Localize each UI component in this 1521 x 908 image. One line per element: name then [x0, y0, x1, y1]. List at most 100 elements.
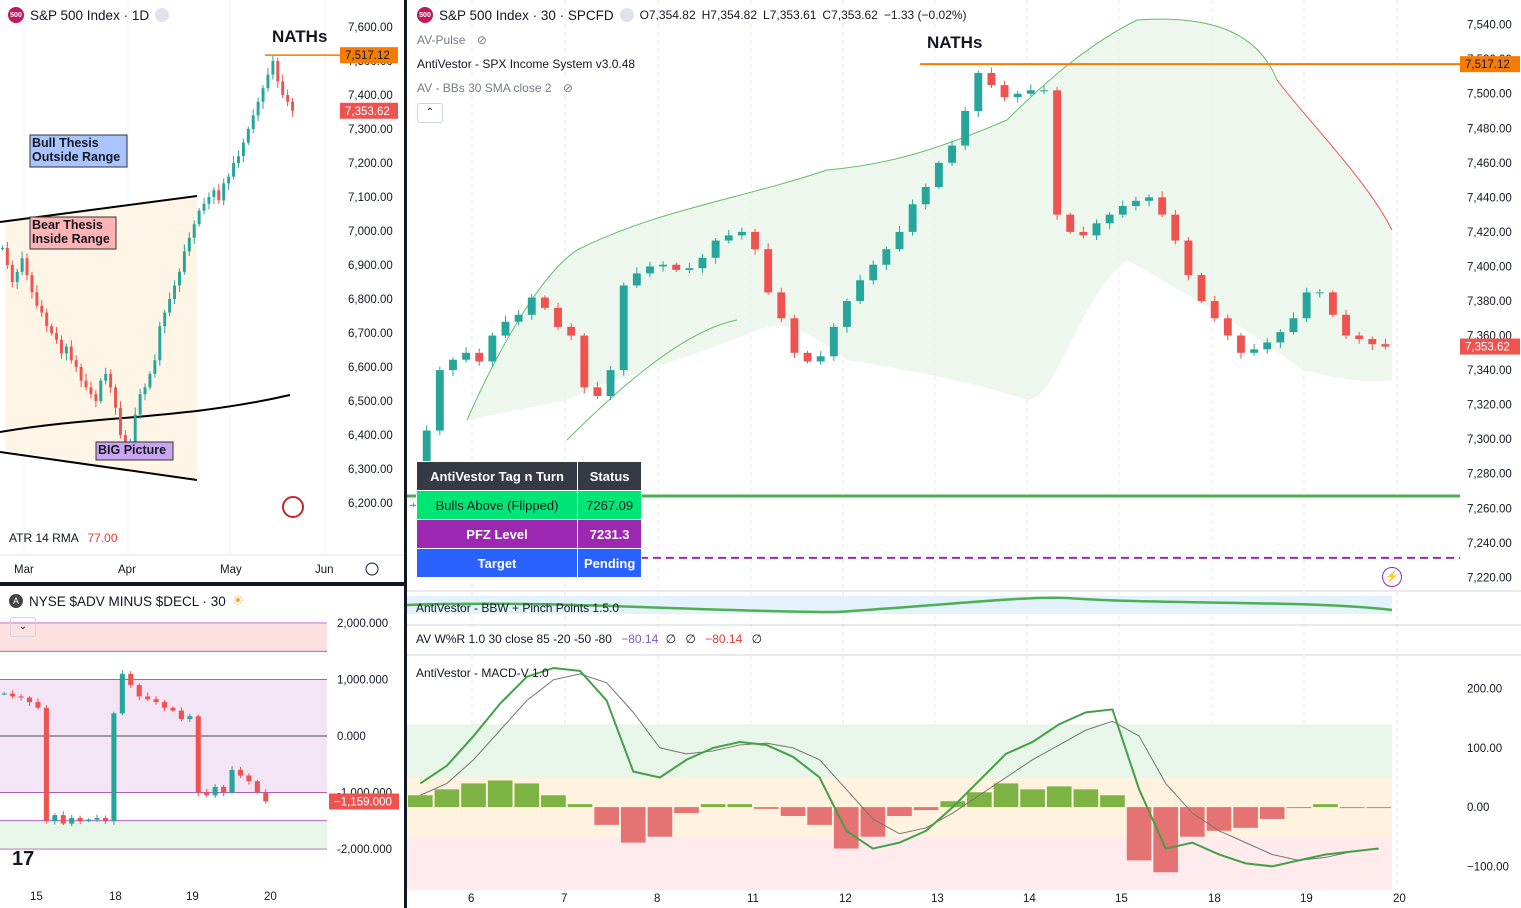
- daily-chart-pane[interactable]: NATHs7,600.007,500.007,400.007,300.007,2…: [0, 0, 403, 582]
- breadth-zone-bottom: [0, 820, 327, 850]
- more-icon[interactable]: [155, 8, 170, 22]
- us-flag-icon: [282, 496, 304, 518]
- spx-logo-icon: 500: [8, 7, 24, 23]
- thesis-box-label-bull: Bull Thesis: [32, 136, 99, 150]
- main-high-price-tag: [1460, 56, 1520, 73]
- daily-candle: [187, 237, 191, 252]
- bbw-indicator-label[interactable]: AntiVestor - BBW + Pinch Points 1.5.0: [416, 601, 620, 615]
- indicator-av-pulse[interactable]: AV-Pulse ⊘: [417, 33, 487, 47]
- daily-candle: [227, 176, 231, 184]
- pane-divider-horizontal[interactable]: [0, 582, 404, 586]
- daily-candle: [59, 339, 63, 354]
- daily-candle: [94, 394, 98, 401]
- indicator-income-system[interactable]: AntiVestor - SPX Income System v3.0.48: [417, 57, 635, 71]
- sun-icon: ☀: [231, 593, 244, 608]
- eye-off-icon[interactable]: ⊘: [476, 33, 487, 47]
- main-candle: [527, 297, 536, 315]
- main-y-tick: 7,340.00: [1467, 365, 1512, 377]
- lower-trendline: [0, 451, 198, 481]
- moving-average-line: [0, 394, 291, 433]
- main-candle: [724, 235, 733, 241]
- main-more-icon[interactable]: [619, 8, 634, 22]
- daily-y-tick: 7,000.00: [348, 226, 393, 238]
- main-chart-pane[interactable]: NATHs7,540.007,520.007,500.007,480.007,4…: [407, 0, 1521, 908]
- macd-zone-red: [407, 836, 1392, 890]
- main-candle: [1210, 301, 1219, 319]
- eye-off-icon[interactable]: ⊘: [562, 81, 573, 95]
- main-candle: [619, 285, 628, 371]
- daily-candle: [118, 407, 122, 435]
- daily-range-fill: [5, 195, 197, 480]
- macd-histogram-bar: [408, 795, 433, 808]
- main-y-tick: 7,420.00: [1467, 227, 1512, 239]
- daily-chart-svg[interactable]: NATHs7,600.007,500.007,400.007,300.007,2…: [0, 0, 403, 582]
- macd-histogram-bar: [1259, 807, 1285, 819]
- daily-y-tick: 6,900.00: [348, 260, 393, 272]
- daily-candle: [109, 373, 113, 388]
- daily-y-tick: 7,100.00: [348, 192, 393, 204]
- main-candle: [777, 292, 786, 319]
- macd-histogram-bar: [754, 807, 779, 809]
- macd-indicator-label[interactable]: AntiVestor - MACD-V 1.0: [416, 666, 549, 680]
- main-candle: [1079, 231, 1088, 236]
- daily-candle: [291, 101, 295, 111]
- indicator-income-system-label: AntiVestor - SPX Income System v3.0.48: [417, 57, 636, 71]
- daily-candle: [104, 373, 108, 381]
- main-high-price-tag-label: 7,517.12: [1465, 59, 1510, 71]
- daily-candle: [143, 387, 147, 395]
- macd-histogram-bar: [487, 780, 513, 808]
- macd-histogram-bar: [1153, 807, 1179, 873]
- breadth-x-tick: 20: [264, 891, 277, 903]
- main-x-tick: 18: [1208, 893, 1221, 905]
- main-candle: [764, 249, 773, 293]
- daily-candle: [55, 333, 59, 340]
- main-y-tick: 7,400.00: [1467, 261, 1512, 273]
- breadth-candle: [187, 716, 193, 720]
- main-candle: [1315, 292, 1324, 294]
- main-candle: [514, 314, 523, 322]
- lightning-icon[interactable]: ⚡: [1382, 567, 1402, 587]
- macd-zone-green: [407, 724, 1392, 778]
- breadth-chart-svg[interactable]: 2,000.0001,000.0000.000-1,000.000-2,000.…: [0, 586, 403, 908]
- collapse-indicators-button[interactable]: ⌃: [417, 103, 443, 123]
- main-candle: [816, 356, 825, 362]
- main-candle: [1237, 335, 1245, 353]
- main-candle: [475, 352, 484, 362]
- main-x-tick: 15: [1115, 893, 1128, 905]
- macd-histogram-bar: [514, 783, 540, 808]
- main-chart-header: 500 S&P 500 Index · 30 · SPCFD O7,354.82…: [417, 7, 967, 23]
- settings-icon: [365, 562, 379, 576]
- breadth-candle: [178, 710, 184, 720]
- indicator-bbs[interactable]: AV - BBs 30 SMA close 2 ⊘: [417, 81, 573, 95]
- breadth-candle: [102, 817, 108, 821]
- main-chart-svg[interactable]: NATHs7,540.007,520.007,500.007,480.007,4…: [407, 0, 1521, 908]
- daily-candle: [40, 305, 44, 313]
- wr-indicator[interactable]: AV W%R 1.0 30 close 85 -20 -50 -80 −80.1…: [416, 632, 762, 646]
- spx-main-logo-icon: 500: [417, 7, 433, 23]
- main-candle: [1066, 214, 1075, 232]
- main-candle: [501, 321, 510, 336]
- breadth-candle: [43, 707, 49, 821]
- breadth-candle: [119, 673, 125, 714]
- main-x-tick: 13: [931, 893, 944, 905]
- pane-divider[interactable]: [404, 0, 407, 908]
- main-candle: [882, 249, 891, 265]
- daily-candle: [158, 326, 162, 361]
- macd-histogram-bar: [967, 792, 992, 808]
- main-candle: [751, 231, 759, 250]
- main-candle: [934, 162, 943, 187]
- main-candle: [1131, 200, 1140, 206]
- breadth-chart-pane[interactable]: 2,000.0001,000.0000.000-1,000.000-2,000.…: [0, 586, 403, 908]
- collapse-button[interactable]: ⌄: [10, 617, 36, 637]
- daily-candle: [15, 271, 19, 282]
- daily-candle: [202, 203, 206, 211]
- breadth-candle: [10, 693, 16, 697]
- breadth-candle: [86, 819, 92, 821]
- macd-y-tick: 100.00: [1467, 743, 1502, 755]
- main-candle: [1250, 349, 1259, 353]
- main-candle: [1197, 275, 1206, 301]
- breadth-candle: [35, 702, 41, 708]
- macd-histogram-bar: [887, 807, 912, 816]
- main-candle: [1026, 90, 1035, 94]
- macd-histogram-bar: [541, 795, 566, 808]
